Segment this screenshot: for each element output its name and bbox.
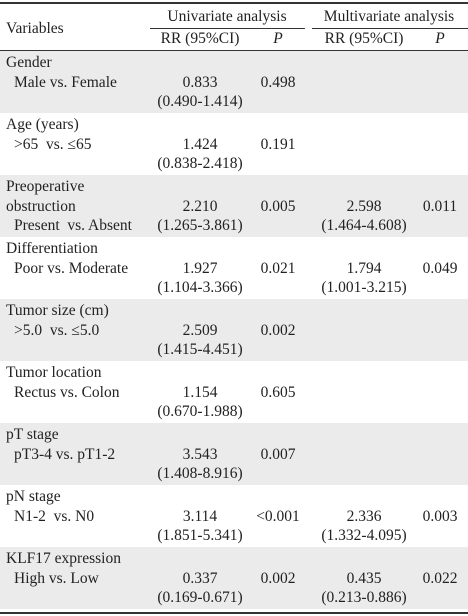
cell-multi-rr: 0.435 bbox=[346, 569, 382, 587]
row-label: Tumor size (cm) bbox=[6, 302, 109, 319]
cell-uni-p: 0.007 bbox=[260, 445, 296, 463]
row-label: Differentiation bbox=[6, 240, 98, 257]
cell-uni-rr: 1.154 bbox=[182, 383, 218, 401]
header-rr: RR (95%CI) bbox=[324, 30, 404, 47]
cell-uni-ci: (0.490-1.414) bbox=[157, 93, 243, 110]
cell-multi-ci: (1.332-4.095) bbox=[321, 527, 407, 544]
header-p: P bbox=[435, 30, 445, 47]
cell-uni-p: 0.191 bbox=[260, 135, 296, 153]
row-band bbox=[0, 51, 468, 113]
row-sublabel: pT3-4 vs. pT1-2 bbox=[14, 445, 116, 463]
cell-uni-p: 0.021 bbox=[260, 259, 296, 277]
header-p: P bbox=[273, 30, 283, 47]
cell-multi-rr: 1.794 bbox=[346, 259, 382, 277]
row-label: Age (years) bbox=[6, 116, 79, 133]
bottom-rule bbox=[0, 612, 468, 614]
header-variables: Variables bbox=[6, 20, 64, 37]
cell-uni-rr: 1.927 bbox=[182, 259, 218, 277]
cell-uni-ci: (0.670-1.988) bbox=[157, 403, 243, 420]
cell-multi-p: 0.011 bbox=[422, 197, 458, 215]
cell-multi-rr: 2.336 bbox=[346, 507, 382, 525]
cell-uni-ci: (1.408-8.916) bbox=[157, 465, 243, 482]
cell-uni-rr: 0.337 bbox=[182, 569, 218, 587]
row-sublabel: N1-2 vs. N0 bbox=[14, 507, 95, 525]
top-rule bbox=[0, 2, 468, 4]
cell-uni-ci: (1.415-4.451) bbox=[157, 341, 243, 358]
row-band bbox=[0, 423, 468, 485]
cell-multi-p: 0.022 bbox=[422, 569, 458, 587]
row-sublabel: High vs. Low bbox=[14, 569, 99, 587]
row-sublabel: >5.0 vs. ≤5.0 bbox=[14, 321, 100, 339]
cell-uni-p: 0.002 bbox=[260, 321, 296, 339]
row-label: Preoperative bbox=[6, 178, 85, 195]
cell-uni-rr: 3.543 bbox=[182, 445, 218, 463]
cell-uni-ci: (0.838-2.418) bbox=[157, 155, 243, 172]
cell-uni-p: 0.498 bbox=[260, 73, 296, 91]
cell-multi-rr: 2.598 bbox=[346, 197, 382, 215]
cell-multi-ci: (1.464-4.608) bbox=[321, 217, 407, 234]
header-rule bbox=[0, 50, 468, 51]
header-rr: RR (95%CI) bbox=[160, 30, 240, 47]
cell-uni-ci: (1.851-5.341) bbox=[157, 527, 243, 544]
row-label: obstruction bbox=[6, 197, 76, 215]
row-sublabel: Poor vs. Moderate bbox=[14, 259, 129, 277]
header-multivariate: Multivariate analysis bbox=[323, 8, 455, 25]
row-sublabel: Rectus vs. Colon bbox=[14, 383, 120, 401]
group-rule bbox=[150, 28, 305, 29]
cell-multi-p: 0.003 bbox=[422, 507, 458, 525]
cell-uni-rr: 0.833 bbox=[182, 73, 218, 91]
cell-uni-ci: (1.265-3.861) bbox=[157, 217, 243, 234]
cell-uni-rr: 2.210 bbox=[182, 197, 218, 215]
row-sublabel: >65 vs. ≤65 bbox=[14, 135, 92, 153]
cell-multi-ci: (0.213-0.886) bbox=[321, 589, 407, 606]
cell-uni-p: 0.005 bbox=[260, 197, 296, 215]
row-sublabel: Male vs. Female bbox=[14, 73, 117, 91]
row-label: KLF17 expression bbox=[6, 550, 121, 567]
cell-uni-rr: 3.114 bbox=[182, 507, 218, 525]
header-univariate: Univariate analysis bbox=[167, 8, 287, 25]
row-sublabel: Present vs. Absent bbox=[14, 217, 132, 234]
cell-multi-p: 0.049 bbox=[422, 259, 458, 277]
cell-uni-ci: (0.169-0.671) bbox=[157, 589, 243, 606]
cell-uni-rr: 2.509 bbox=[182, 321, 218, 339]
cell-uni-rr: 1.424 bbox=[182, 135, 218, 153]
cell-uni-p: 0.605 bbox=[260, 383, 296, 401]
cell-uni-p: 0.002 bbox=[260, 569, 296, 587]
cell-uni-ci: (1.104-3.366) bbox=[157, 279, 243, 296]
row-label: pT stage bbox=[6, 426, 59, 443]
group-rule bbox=[312, 28, 468, 29]
row-label: pN stage bbox=[6, 488, 61, 505]
cell-multi-ci: (1.001-3.215) bbox=[321, 279, 407, 296]
row-label: Gender bbox=[6, 54, 52, 71]
row-band bbox=[0, 547, 468, 609]
row-band bbox=[0, 175, 468, 237]
row-label: Tumor location bbox=[6, 364, 102, 381]
row-band bbox=[0, 299, 468, 361]
cell-uni-p: <0.001 bbox=[256, 507, 300, 525]
